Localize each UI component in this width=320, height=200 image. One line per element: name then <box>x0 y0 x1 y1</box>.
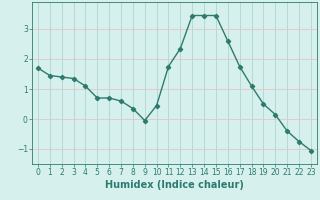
X-axis label: Humidex (Indice chaleur): Humidex (Indice chaleur) <box>105 180 244 190</box>
